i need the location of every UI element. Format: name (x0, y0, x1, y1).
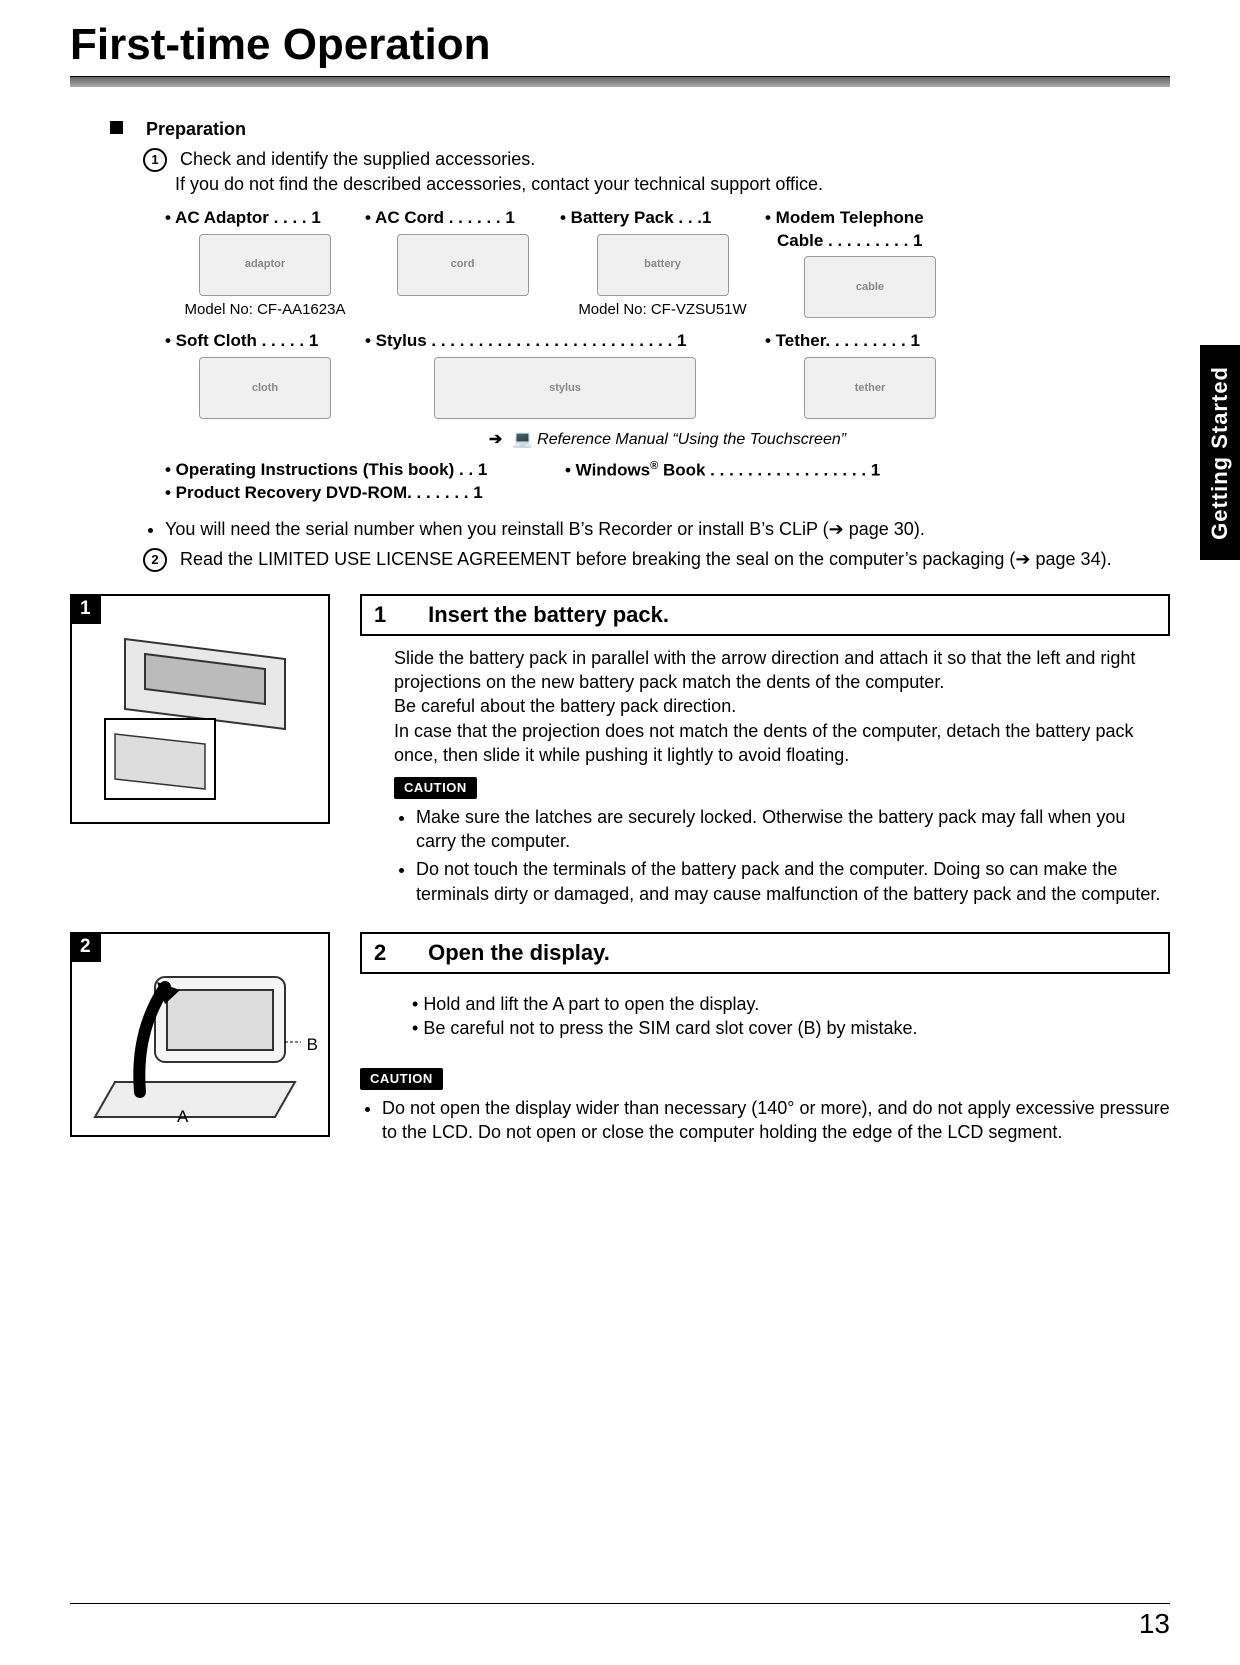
page-number: 13 (1139, 1608, 1170, 1639)
accessory-row-2: • Soft Cloth . . . . . 1 cloth • Stylus … (165, 328, 1170, 425)
diagram-label-a: A (177, 1106, 188, 1129)
step-2-body: Hold and lift the A part to open the dis… (394, 992, 1170, 1145)
accessory-row-1: • AC Adaptor . . . . 1 adaptor Model No:… (165, 205, 1170, 325)
open-display-svg (85, 942, 315, 1127)
acc-ac-cord-label: • AC Cord . . . . . . 1 (365, 207, 560, 230)
acc-windows-book: • Windows® Book . . . . . . . . . . . . … (565, 457, 965, 485)
circled-1-icon: 1 (143, 148, 167, 172)
acc-modem-image: cable (765, 252, 975, 322)
acc-battery-image: battery (560, 230, 765, 300)
acc-battery-model: Model No: CF-VZSU51W (560, 300, 765, 320)
accessory-row-3: • Operating Instructions (This book) . .… (165, 457, 1170, 507)
acc-ac-adaptor-label: • AC Adaptor . . . . 1 (165, 207, 365, 230)
page-title: First-time Operation (70, 20, 1170, 70)
step-2-body-1: Be careful not to press the SIM card slo… (412, 1016, 1170, 1040)
acc-tether-label: • Tether. . . . . . . . . 1 (765, 330, 975, 353)
acc-stylus-image: stylus (365, 353, 765, 423)
step-2-block: 2 B A (70, 932, 1170, 1148)
step-2-illustration (72, 934, 328, 1135)
acc-ac-adaptor-image: adaptor (165, 230, 365, 300)
square-bullet-icon (110, 121, 123, 134)
acc-ac-adaptor-model: Model No: CF-AA1623A (165, 300, 365, 320)
battery-insert-svg (85, 609, 315, 809)
prep-step1-text: Check and identify the supplied accessor… (180, 149, 535, 169)
acc-battery-label: • Battery Pack . . .1 (560, 207, 765, 230)
step-2-number-tab: 2 (70, 932, 101, 962)
step-1-heading-num: 1 (374, 600, 422, 630)
circled-2-icon: 2 (143, 548, 167, 572)
acc-tether: • Tether. . . . . . . . . 1 tether (765, 328, 975, 425)
step-2-body-0: Hold and lift the A part to open the dis… (412, 992, 1170, 1016)
step-1-block: 1 1 Ins (70, 594, 1170, 910)
preparation-section: Preparation 1 Check and identify the sup… (110, 117, 1170, 572)
step-2-text: 2 Open the display. Hold and lift the A … (360, 932, 1170, 1148)
content-area: Preparation 1 Check and identify the sup… (110, 117, 1170, 1149)
caution-label-2: CAUTION (360, 1068, 443, 1090)
step-1-text: 1 Insert the battery pack. Slide the bat… (360, 594, 1170, 910)
arrow-icon: ➔ (489, 431, 502, 448)
accessory-grid: • AC Adaptor . . . . 1 adaptor Model No:… (165, 205, 1170, 507)
prep-step-2: 2 Read the LIMITED USE LICENSE AGREEMENT… (143, 547, 1170, 572)
acc-ac-cord-image: cord (365, 230, 560, 300)
step-1-caution-1: Do not touch the terminals of the batter… (416, 857, 1170, 906)
preparation-heading-text: Preparation (146, 119, 246, 139)
acc-soft-cloth: • Soft Cloth . . . . . 1 cloth (165, 328, 365, 425)
step-1-body-text: Slide the battery pack in parallel with … (394, 646, 1170, 767)
step-2-body-list: Hold and lift the A part to open the dis… (404, 992, 1170, 1041)
acc-stylus-label: • Stylus . . . . . . . . . . . . . . . .… (365, 330, 765, 353)
step-1-caution-0: Make sure the latches are securely locke… (416, 805, 1170, 854)
acc-softcloth-label: • Soft Cloth . . . . . 1 (165, 330, 365, 353)
screen-icon: 💻 (513, 431, 533, 448)
step-1-body: Slide the battery pack in parallel with … (394, 646, 1170, 906)
acc-ac-cord: • AC Cord . . . . . . 1 cord (365, 205, 560, 302)
prep-step1-note: If you do not find the described accesso… (175, 172, 1170, 196)
step-1-cautions: Make sure the latches are securely locke… (394, 805, 1170, 906)
step-1-diagram: 1 (70, 594, 330, 824)
page-container: First-time Operation Getting Started Pre… (0, 0, 1240, 1665)
diagram-label-b: B (307, 1034, 318, 1057)
section-tab: Getting Started (1200, 345, 1240, 560)
serial-note: You will need the serial number when you… (165, 517, 1170, 541)
page-footer: 13 (70, 1603, 1170, 1640)
step-1-heading-title: Insert the battery pack. (428, 602, 669, 627)
acc-ac-adaptor: • AC Adaptor . . . . 1 adaptor Model No:… (165, 205, 365, 322)
step-2-diagram: 2 B A (70, 932, 330, 1137)
acc-stylus: • Stylus . . . . . . . . . . . . . . . .… (365, 328, 765, 425)
step-2-caution-0: Do not open the display wider than neces… (382, 1096, 1170, 1145)
acc-battery-pack: • Battery Pack . . .1 battery Model No: … (560, 205, 765, 322)
acc-op-instructions: • Operating Instructions (This book) . .… (165, 457, 565, 507)
acc-opinst-label: • Operating Instructions (This book) . .… (165, 459, 565, 482)
acc-recovery-label: • Product Recovery DVD-ROM. . . . . . . … (165, 482, 565, 505)
title-divider (70, 76, 1170, 87)
acc-modem-label1: • Modem Telephone (765, 207, 975, 230)
step-2-heading: 2 Open the display. (360, 932, 1170, 974)
acc-modem-label2: Cable . . . . . . . . . 1 (765, 230, 975, 253)
acc-tether-image: tether (765, 353, 975, 423)
acc-windows-label-post: Book . . . . . . . . . . . . . . . . . 1 (658, 461, 880, 480)
step-1-heading: 1 Insert the battery pack. (360, 594, 1170, 636)
serial-note-list: You will need the serial number when you… (143, 517, 1170, 541)
step-1-number-tab: 1 (70, 594, 101, 624)
step-2-heading-num: 2 (374, 938, 422, 968)
section-tab-label: Getting Started (1207, 366, 1233, 540)
step-2-heading-title: Open the display. (428, 940, 610, 965)
step-1-illustration (72, 596, 328, 822)
reference-manual-line: ➔ 💻 Reference Manual “Using the Touchscr… (165, 429, 1170, 451)
caution-label-1: CAUTION (394, 777, 477, 799)
acc-softcloth-image: cloth (165, 353, 365, 423)
prep-step-1: 1 Check and identify the supplied access… (143, 147, 1170, 172)
preparation-body: 1 Check and identify the supplied access… (143, 147, 1170, 572)
step-2-cautions: Do not open the display wider than neces… (360, 1096, 1170, 1145)
acc-modem-cable: • Modem Telephone Cable . . . . . . . . … (765, 205, 975, 325)
acc-windows-label-pre: • Windows (565, 461, 650, 480)
ref-manual-text: Reference Manual “Using the Touchscreen” (537, 431, 846, 448)
prep-step2-text: Read the LIMITED USE LICENSE AGREEMENT b… (180, 549, 1112, 569)
preparation-heading: Preparation (110, 117, 1170, 141)
